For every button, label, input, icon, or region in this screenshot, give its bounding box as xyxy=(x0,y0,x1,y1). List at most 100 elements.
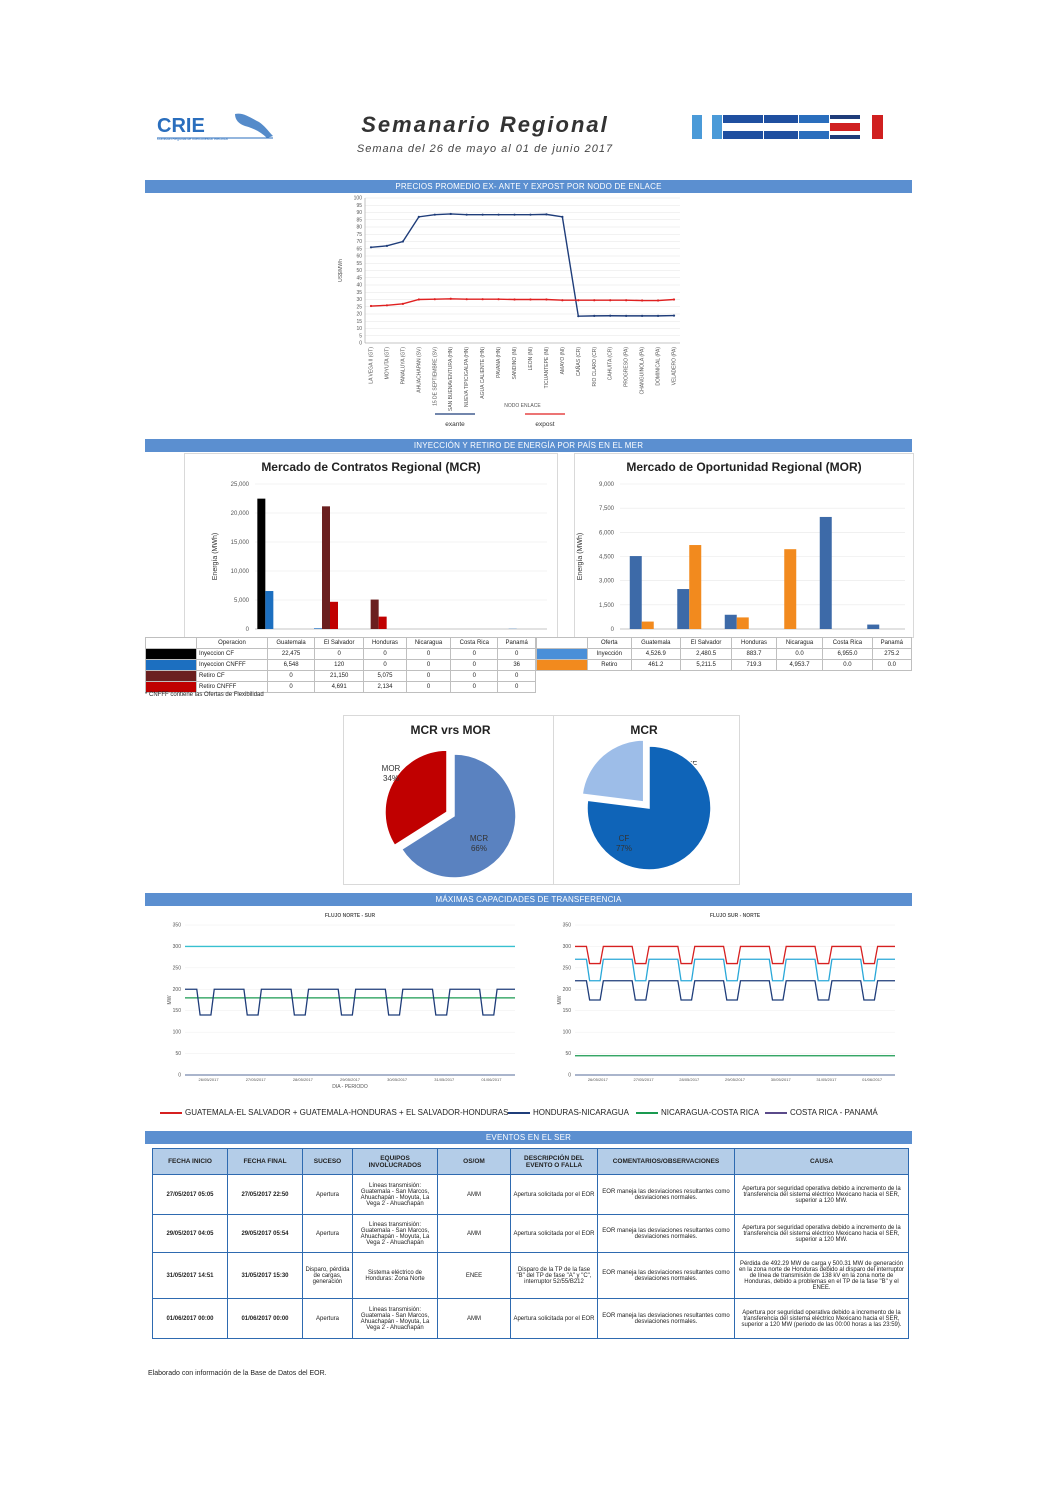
bar xyxy=(819,516,832,629)
y-tick-label: 0 xyxy=(246,627,250,633)
data-point xyxy=(529,213,532,216)
mor-chart-panel: Mercado de Oportunidad Regional (MOR) 0 1… xyxy=(574,453,914,638)
events-th: DESCRIPCIÓN DEL EVENTO O FALLA xyxy=(510,1148,598,1175)
swatch-blank xyxy=(145,637,197,649)
data-point xyxy=(385,244,389,247)
x-tick-label: RIO CLARO (CR) xyxy=(592,347,598,387)
chart-title: FLUJO SUR - NORTE xyxy=(710,913,761,919)
data-point xyxy=(465,298,468,301)
y-tick-label: 20 xyxy=(356,312,362,318)
table-row: 29/05/2017 04:05 29/05/2017 05:54 Apertu… xyxy=(152,1214,909,1253)
x-tick-label: 15 DE SEPTIEMBRE (SV) xyxy=(432,347,438,406)
bar xyxy=(322,506,330,629)
cell: 0 xyxy=(363,659,407,671)
table-row: Inyeccion CF 22,475 0 0 0 0 0 xyxy=(145,648,536,660)
data-point xyxy=(656,314,660,317)
cell: 0.0 xyxy=(871,659,913,671)
x-tick-label: NUEVA TIPICIGALPA (HN) xyxy=(464,347,470,407)
y-axis-label: US$/MWh xyxy=(338,259,344,282)
cell: Líneas transmisión: Guatemala - San Marc… xyxy=(352,1174,438,1215)
cell: 0.0 xyxy=(775,648,824,660)
y-tick-label: 0 xyxy=(568,1073,571,1079)
pie-label: MOR xyxy=(382,764,401,773)
y-tick-label: 150 xyxy=(173,1008,182,1014)
mcr-th: Panamá xyxy=(497,637,536,649)
y-tick-label: 250 xyxy=(563,965,572,971)
logo-text: CRIE xyxy=(157,115,205,137)
mcr-table-header: Operacion Guatemala El Salvador Honduras… xyxy=(145,637,536,649)
table-row: Retiro 461.2 5,211.5 719.3 4,953.7 0.0 0… xyxy=(536,659,913,671)
data-point xyxy=(545,213,548,216)
legend-label: NICARAGUA-COSTA RICA xyxy=(661,1108,760,1117)
pie-label: MCR xyxy=(470,834,488,843)
cell: AMM xyxy=(437,1214,511,1253)
cell: 5,211.5 xyxy=(679,659,733,671)
guatemala-flag xyxy=(692,115,722,139)
pie-mcr-mor-title: MCR vrs MOR xyxy=(410,723,491,737)
bar xyxy=(689,545,702,629)
y-tick-label: 250 xyxy=(173,965,182,971)
cell: 461.2 xyxy=(630,659,681,671)
legend-label: expost xyxy=(535,421,554,428)
mor-chart-title: Mercado de Oportunidad Regional (MOR) xyxy=(626,460,862,474)
x-tick-label: AMAYO (NI) xyxy=(560,347,566,375)
pie-percent: 34% xyxy=(383,774,399,783)
data-point xyxy=(577,299,580,302)
y-tick-label: 50 xyxy=(175,1051,181,1057)
data-point xyxy=(656,299,660,302)
series-line-navy xyxy=(575,980,895,1001)
mor-table: Oferta Guatemala El Salvador Honduras Ni… xyxy=(536,637,913,671)
cell: 883.7 xyxy=(731,648,777,660)
table-row: Retiro CNFFF 0 4,691 2,134 0 0 0 xyxy=(145,681,536,693)
x-tick-label: PROGRESO (PA) xyxy=(624,347,630,387)
cell: 0 xyxy=(450,648,499,660)
mcr-th: Costa Rica xyxy=(450,637,499,649)
x-tick-label: 28/05/2017 xyxy=(293,1077,314,1082)
y-tick-label: 100 xyxy=(173,1030,182,1036)
mcr-chart: 0 5,000 10,000 15,000 20,000 25,000 Energía (M… xyxy=(212,482,547,633)
data-point xyxy=(513,213,516,216)
data-point xyxy=(625,314,628,317)
events-th: FECHA FINAL xyxy=(227,1148,303,1175)
legend-label: COSTA RICA - PANAMÁ xyxy=(790,1108,878,1117)
mcr-th: Guatemala xyxy=(266,637,316,649)
mcr-chart-panel: Mercado de Contratos Regional (MCR) 0 5,0… xyxy=(184,453,558,638)
series-line-exante xyxy=(370,213,675,317)
mor-th: Guatemala xyxy=(630,637,681,649)
cell: ENEE xyxy=(437,1252,511,1299)
pie-slice-mor xyxy=(384,749,448,847)
footer-note: Elaborado con información de la Base de … xyxy=(148,1370,327,1377)
y-axis-label: Energía (MWh) xyxy=(212,533,219,580)
y-tick-label: 350 xyxy=(173,923,182,929)
pie-percent: 77% xyxy=(616,844,632,853)
row-label: Retiro CNFFF xyxy=(196,681,268,693)
cap-sur-norte-chart: FLUJO SUR - NORTE 0 50 100 150 200 250 300 350 MW… xyxy=(557,913,895,1082)
y-tick-label: 55 xyxy=(356,261,362,267)
y-axis-label: Energía (MWh) xyxy=(577,533,584,580)
mcr-chart-title: Mercado de Contratos Regional (MCR) xyxy=(261,460,481,474)
y-tick-label: 20,000 xyxy=(231,511,250,517)
cell: Apertura solicitada por el EOR xyxy=(510,1174,598,1215)
y-tick-label: 100 xyxy=(563,1030,572,1036)
pie-mcr-title: MCR xyxy=(630,723,658,737)
cell: 0 xyxy=(314,648,365,660)
events-header-row: FECHA INICIO FECHA FINAL SUCESO EQUIPOS … xyxy=(152,1148,909,1175)
bar xyxy=(784,549,797,629)
events-th: FECHA INICIO xyxy=(152,1148,228,1175)
crie-logo: CRIE Comisión Regional de Interconexión … xyxy=(155,108,275,144)
y-axis-label: MW xyxy=(167,995,173,1004)
x-tick-label: AHUACHAPAN (SV) xyxy=(416,347,422,393)
legend-swatch-blue xyxy=(145,659,197,671)
x-tick-label: 28/05/2017 xyxy=(679,1077,700,1082)
chart-title: FLUJO NORTE - SUR xyxy=(325,913,376,919)
data-point xyxy=(465,213,468,216)
cell: 4,953.7 xyxy=(775,659,824,671)
table-row: 27/05/2017 05:05 27/05/2017 22:50 Apertu… xyxy=(152,1174,909,1215)
y-tick-label: 35 xyxy=(356,290,362,296)
x-tick-label: LA VEGA II (GT) xyxy=(369,347,375,384)
cell: 719.3 xyxy=(731,659,777,671)
cell: 2,480.5 xyxy=(679,648,733,660)
y-tick-label: 4,500 xyxy=(599,555,615,561)
events-th: COMENTARIOS/OBSERVACIONES xyxy=(597,1148,735,1175)
cell: AMM xyxy=(437,1174,511,1215)
